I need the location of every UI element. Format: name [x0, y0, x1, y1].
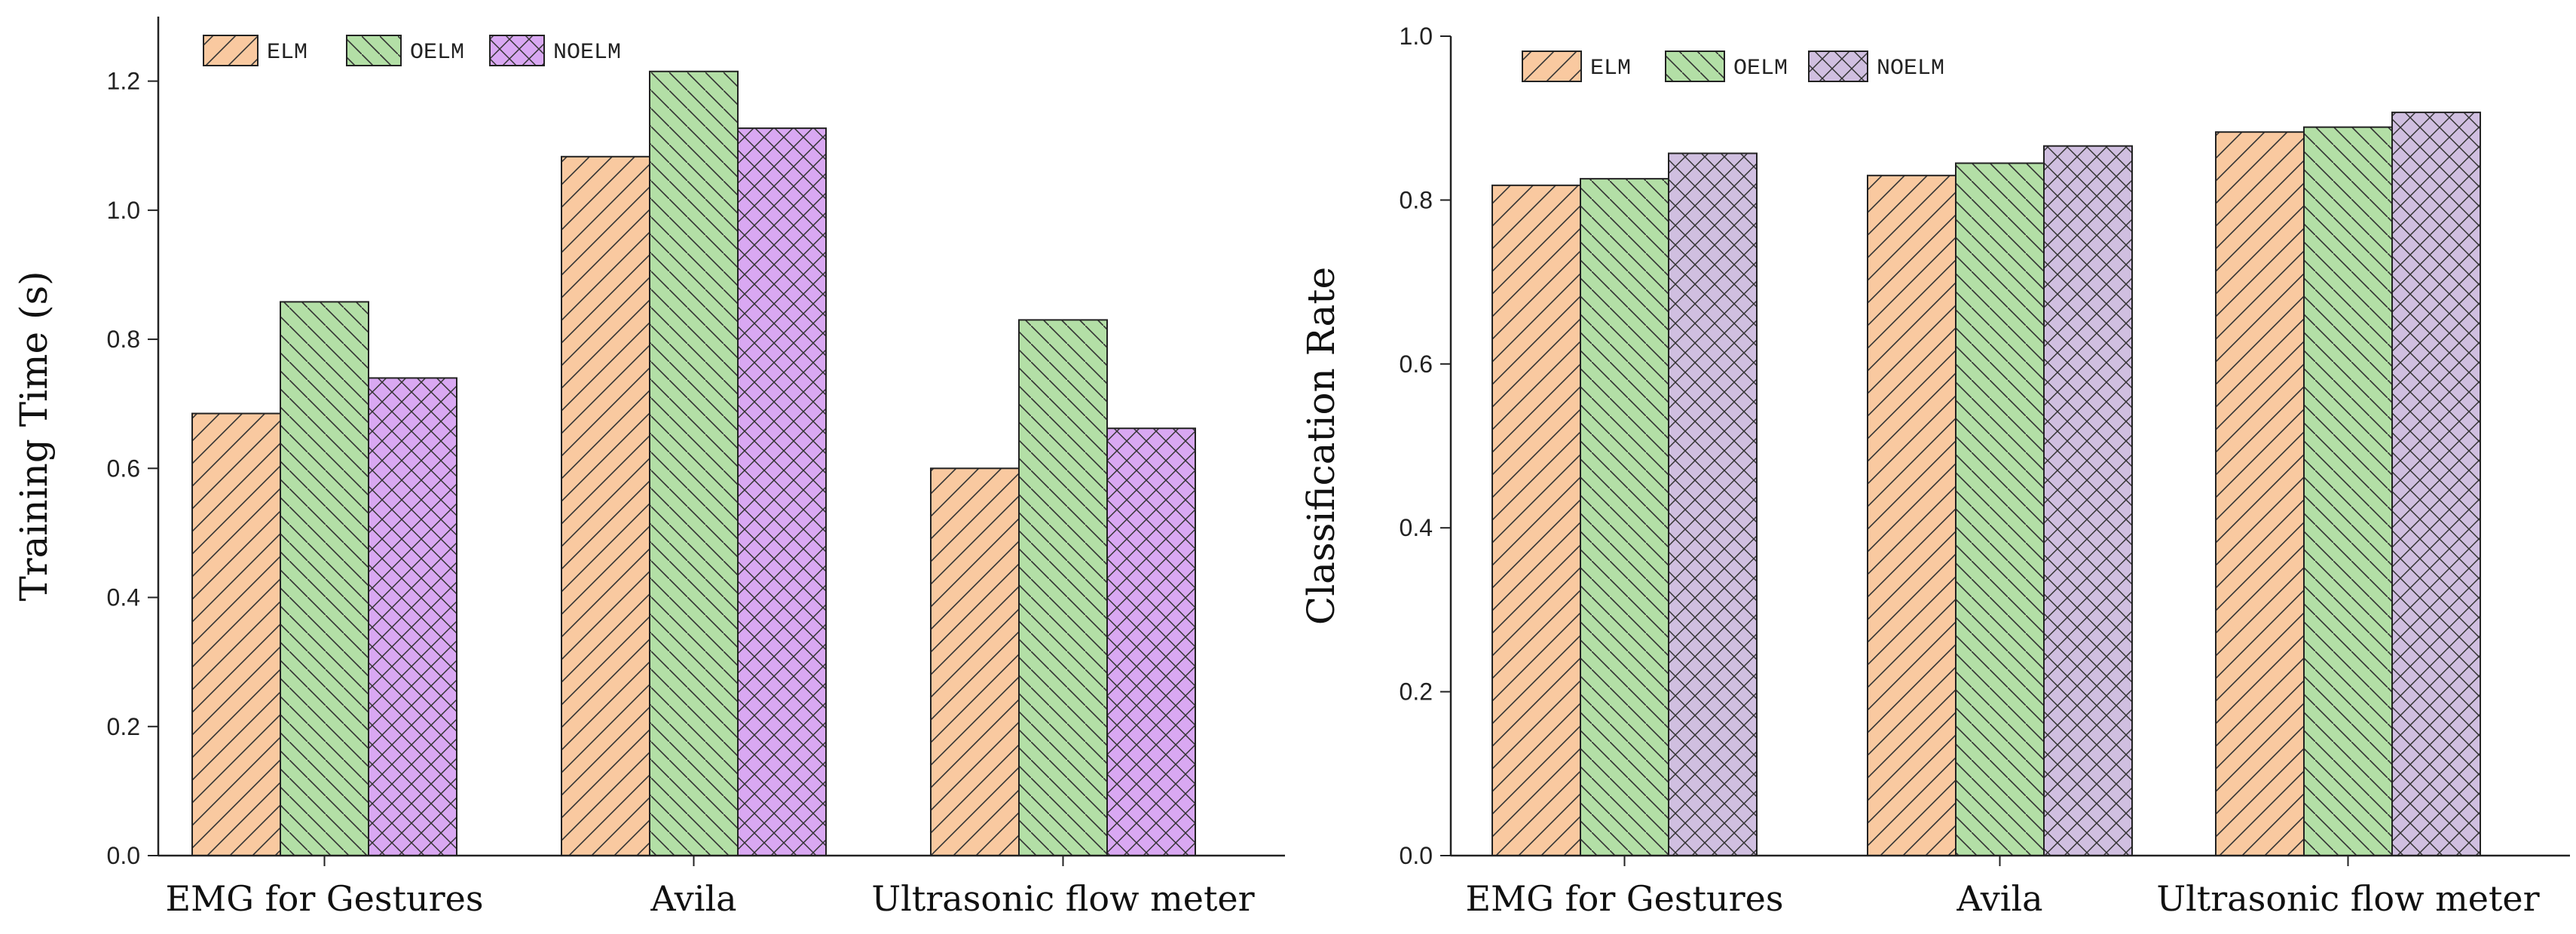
- bars: [191, 70, 1196, 857]
- legend-label-oelm: OELM: [1733, 56, 1788, 81]
- x-category-labels: EMG for Gestures Avila Ultrasonic flow met…: [166, 878, 1255, 919]
- y-tick-label: 0.8: [1400, 186, 1433, 213]
- y-tick-label: 0.4: [107, 584, 140, 611]
- bar-hatch-noelm-3: [1106, 427, 1196, 856]
- bar-hatch-oelm-2: [649, 70, 739, 857]
- x-category-labels: EMG for Gestures Avila Ultrasonic flow met…: [1466, 878, 2540, 919]
- y-axis-ticks: 0.0 0.2 0.4 0.6 0.8 1.0: [1400, 23, 1451, 869]
- legend-label-elm: ELM: [1590, 56, 1631, 81]
- bar-hatch-noelm-1: [368, 377, 457, 856]
- y-axis-label: Training Time (s): [12, 271, 56, 601]
- x-category-label: Avila: [650, 878, 736, 919]
- classification-rate-chart: Classification Rate 0.0 0.2 0.4 0.6 0.8 1.0 E…: [1299, 23, 2570, 919]
- x-category-label: Avila: [1956, 878, 2042, 919]
- legend-swatch-hatch-oelm: [1665, 51, 1725, 82]
- bar-hatch-oelm-1: [1580, 178, 1669, 856]
- axes: [1449, 36, 2570, 866]
- x-category-label: Ultrasonic flow meter: [2156, 878, 2539, 919]
- y-tick-label: 0.0: [107, 842, 140, 869]
- bar-hatch-oelm-3: [1018, 319, 1108, 856]
- y-tick-label: 0.6: [1400, 351, 1433, 378]
- x-category-label: EMG for Gestures: [1466, 878, 1784, 919]
- legend-label-oelm: OELM: [410, 40, 464, 66]
- legend-label-noelm: NOELM: [553, 40, 621, 66]
- legend-swatch-hatch-noelm: [1808, 51, 1868, 82]
- y-tick-label: 0.4: [1400, 514, 1433, 541]
- bar-hatch-oelm-1: [280, 301, 369, 857]
- legend-swatch-hatch-oelm: [346, 35, 402, 66]
- x-category-label: Ultrasonic flow meter: [871, 878, 1254, 919]
- axes: [157, 17, 1285, 866]
- y-tick-label: 1.0: [1400, 23, 1433, 50]
- bar-hatch-noelm-1: [1668, 152, 1758, 857]
- y-tick-label: 0.6: [107, 455, 140, 482]
- y-tick-label: 0.2: [1400, 678, 1433, 706]
- legend-label-noelm: NOELM: [1877, 56, 1944, 81]
- y-axis-ticks: 0.0 0.2 0.4 0.6 0.8 1.0 1.2: [107, 68, 158, 869]
- bar-hatch-elm-3: [930, 467, 1020, 856]
- y-tick-label: 0.2: [107, 713, 140, 740]
- y-tick-label: 0.8: [107, 326, 140, 353]
- bar-hatch-elm-2: [1867, 174, 1956, 857]
- bar-hatch-oelm-3: [2303, 126, 2393, 857]
- legend-swatch-hatch-elm: [1522, 51, 1582, 82]
- bar-hatch-elm-2: [561, 155, 650, 856]
- legend: ELM OELM NOELM: [203, 35, 621, 66]
- bars: [1491, 112, 2481, 857]
- bar-hatch-elm-1: [191, 412, 281, 856]
- y-tick-label: 1.0: [107, 197, 140, 224]
- bar-hatch-noelm-2: [2043, 145, 2133, 856]
- bar-hatch-oelm-2: [1955, 162, 2045, 857]
- bar-hatch-elm-1: [1491, 184, 1581, 857]
- y-tick-label: 1.2: [107, 68, 140, 95]
- legend-label-elm: ELM: [267, 40, 307, 66]
- bar-hatch-noelm-2: [737, 127, 827, 856]
- legend-swatch-hatch-elm: [203, 35, 259, 66]
- legend: ELM OELM NOELM: [1522, 51, 1944, 82]
- x-category-label: EMG for Gestures: [166, 878, 484, 919]
- training-time-chart: Training Time (s) 0.00.20.40.60.81.01.2 …: [12, 17, 1285, 919]
- bar-hatch-elm-3: [2215, 131, 2305, 856]
- y-axis-label: Classification Rate: [1299, 267, 1343, 625]
- y-tick-label: 0.0: [1400, 842, 1433, 869]
- bar-hatch-noelm-3: [2391, 112, 2481, 856]
- legend-swatch-hatch-noelm: [489, 35, 545, 66]
